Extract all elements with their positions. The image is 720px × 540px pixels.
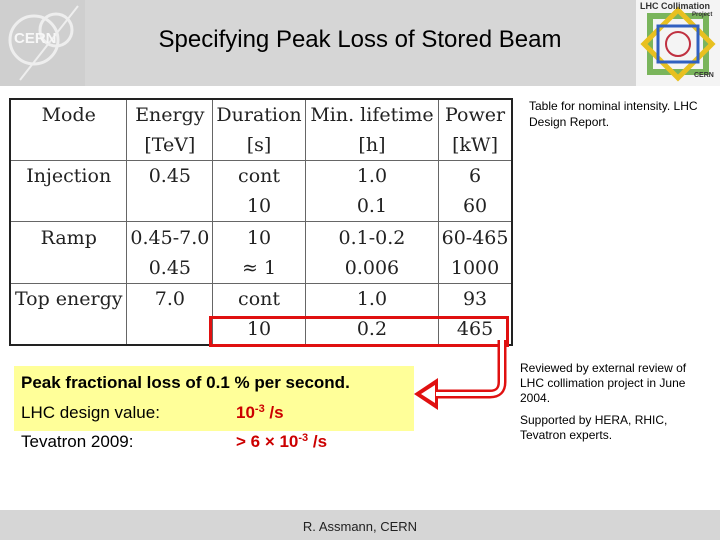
header-cell: Duration — [212, 99, 306, 131]
header-cell: Mode — [41, 104, 96, 127]
summary-headline: Peak fractional loss of 0.1 % per second… — [21, 373, 350, 392]
tevatron-label: Tevatron 2009: — [21, 432, 134, 451]
collimation-logo-org: CERN — [694, 72, 714, 79]
slide-title: Specifying Peak Loss of Stored Beam — [158, 26, 562, 53]
power-cell: 1000 — [438, 252, 512, 284]
collimation-logo-subtitle: Project — [692, 12, 713, 18]
review-note: Reviewed by external review of LHC colli… — [520, 361, 687, 405]
lifetime-cell: 1.0 — [304, 160, 439, 192]
duration-cell: cont — [212, 160, 306, 192]
unit-cell: [kW] — [438, 130, 512, 161]
mode-cell — [10, 253, 127, 284]
table-header-row: Mode Energy Duration Min. lifetime Power — [10, 99, 512, 131]
power-cell: 93 — [438, 282, 512, 314]
energy-cell — [126, 313, 213, 345]
power-cell: 6 — [438, 160, 512, 192]
mode-cell — [10, 191, 127, 222]
duration-cell: ≈ 1 — [212, 252, 306, 284]
slide-header: CERN Specifying Peak Loss of Stored Beam… — [0, 0, 720, 86]
power-cell: 60-465 — [438, 221, 512, 253]
support-note: Supported by HERA, RHIC, Tevatron expert… — [520, 413, 668, 442]
unit-cell: [TeV] — [126, 130, 213, 161]
duration-cell: 10 — [212, 191, 306, 222]
tevatron-value: > 6 × 10-3 /s — [236, 432, 327, 452]
lifetime-cell: 0.1-0.2 — [304, 221, 439, 253]
table-note: Table for nominal intensity. LHC Design … — [529, 99, 698, 129]
energy-cell: 7.0 — [126, 282, 213, 314]
unit-cell: [s] — [212, 130, 306, 161]
mode-cell: Top energy — [10, 282, 127, 314]
duration-cell: 10 — [212, 221, 306, 253]
footer-author: R. Assmann, CERN — [302, 519, 418, 534]
lifetime-cell: 1.0 — [304, 282, 439, 314]
header-cell: Power — [438, 99, 512, 131]
table-units-row: [TeV] [s] [h] [kW] — [10, 130, 512, 161]
lhc-value-base: 10 — [236, 403, 255, 422]
review-notes: Reviewed by external review of LHC colli… — [520, 361, 710, 450]
energy-cell: 0.45-7.0 — [126, 221, 213, 253]
cern-logo: CERN — [0, 0, 85, 86]
lhc-design-label: LHC design value: — [21, 403, 160, 422]
unit-cell: [h] — [304, 130, 439, 161]
header-cell: Min. lifetime — [304, 99, 439, 131]
red-arrow-icon — [414, 340, 507, 410]
cern-logo-text: CERN — [14, 30, 57, 47]
table-row: Injection 0.45 cont 1.0 6 — [10, 160, 512, 192]
table-row: 10 0.1 60 — [10, 191, 512, 222]
header-cell: Energy — [126, 99, 213, 131]
table-row: Top energy 7.0 cont 1.0 93 — [10, 282, 512, 314]
unit-cell — [10, 130, 127, 161]
duration-cell: cont — [212, 282, 306, 314]
lhc-value-unit: /s — [264, 403, 284, 422]
power-cell: 60 — [438, 191, 512, 222]
energy-cell: 0.45 — [126, 160, 213, 192]
highlight-box — [209, 316, 509, 347]
table-row: Ramp 0.45-7.0 10 0.1-0.2 60-465 — [10, 221, 512, 253]
slide-footer: R. Assmann, CERN — [0, 510, 720, 540]
tevatron-value-base: > 6 × 10 — [236, 432, 299, 451]
collimation-logo-title: LHC Collimation — [640, 1, 710, 11]
table-row: 0.45 ≈ 1 0.006 1000 — [10, 252, 512, 284]
collimation-logo: LHC Collimation Project CERN — [636, 0, 720, 86]
lifetime-cell: 0.1 — [304, 191, 439, 222]
lhc-design-value: 10-3 /s — [236, 403, 284, 423]
lhc-loss-table: Mode Energy Duration Min. lifetime Power… — [9, 98, 513, 346]
tevatron-value-unit: /s — [308, 432, 328, 451]
lifetime-cell: 0.006 — [304, 252, 439, 284]
tevatron-value-exponent: -3 — [298, 432, 309, 444]
lhc-value-exponent: -3 — [254, 403, 265, 415]
mode-cell: Ramp — [10, 221, 127, 253]
mode-cell: Injection — [10, 160, 127, 192]
energy-cell — [126, 191, 213, 222]
energy-cell: 0.45 — [126, 252, 213, 284]
mode-cell — [10, 314, 127, 345]
summary-box: Peak fractional loss of 0.1 % per second… — [14, 366, 414, 451]
